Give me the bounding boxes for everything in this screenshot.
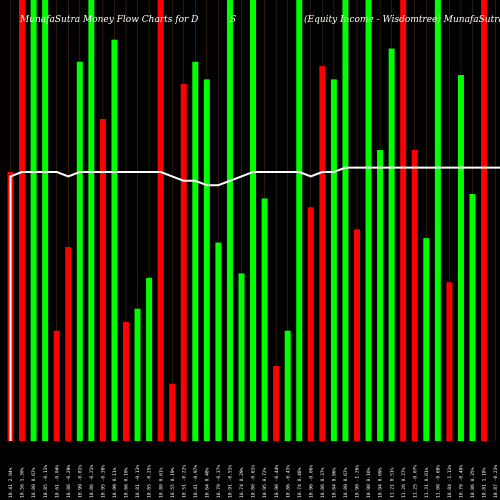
- x-tick-label-11: 10.66 0.10%: [124, 467, 130, 498]
- x-tick-label-15: 10.55 0.19%: [170, 467, 176, 498]
- bar-4: [42, 0, 49, 441]
- bar-27: [307, 207, 314, 441]
- bar-39: [446, 282, 453, 441]
- x-tick-label-23: 10.95 0.72%: [262, 467, 268, 498]
- bar-38: [434, 0, 441, 441]
- x-tick-label-12: 10.81 -0.13%: [135, 465, 141, 498]
- bar-36: [411, 149, 418, 441]
- x-tick-label-33: 10.94 0.69%: [378, 467, 384, 498]
- bar-15: [169, 383, 176, 441]
- bar-30: [342, 0, 349, 441]
- bars: [7, 0, 488, 442]
- bar-31: [354, 229, 360, 441]
- bar-17: [192, 61, 199, 442]
- x-tick-label-42: 10.81 1.18%: [482, 467, 488, 498]
- bar-22: [250, 0, 257, 441]
- chart-title-left: MunafaSutra Money Flow Charts for D: [19, 15, 198, 25]
- bar-26: [296, 0, 303, 441]
- x-tick-label-28: 10.86 0.37%: [320, 467, 326, 498]
- x-tick-label-43: 10.87 -0.23%: [493, 465, 499, 498]
- x-tick-label-19: 10.70 -0.37%: [216, 465, 222, 498]
- bar-37: [423, 238, 430, 441]
- x-tick-label-25: 10.86 -0.43%: [285, 465, 291, 498]
- x-tick-label-27: 10.96 -0.06%: [308, 465, 314, 498]
- bar-28: [319, 66, 326, 442]
- x-tick-label-9: 10.95 -0.38%: [101, 465, 107, 498]
- x-tick-label-20: 10.91 -0.51%: [228, 465, 234, 498]
- bar-7: [76, 61, 83, 442]
- x-tick-label-41: 10.86 0.35%: [470, 467, 476, 498]
- x-tick-label-18: 10.64 0.48%: [204, 467, 210, 498]
- chart-title-mid: S: [230, 15, 236, 25]
- x-tick-label-40: 10.70 -0.40%: [459, 465, 465, 498]
- price-line: [9, 166, 500, 441]
- x-tick-label-14: 10.80 0.61%: [158, 467, 164, 498]
- x-tick-label-3: 10.80 0.67%: [31, 467, 37, 498]
- bar-20: [226, 0, 233, 441]
- x-tick-label-34: 11.21 0.51%: [389, 467, 395, 498]
- x-tick-label-35: 11.26 0.27%: [401, 467, 407, 498]
- bar-25: [284, 330, 291, 441]
- x-tick-label-17: 10.41 -0.97%: [193, 465, 199, 498]
- x-tick-label-30: 10.89 0.67%: [343, 467, 349, 498]
- x-tick-label-36: 11.25 -0.07%: [412, 465, 418, 498]
- bar-19: [215, 242, 222, 441]
- x-tick-label-29: 10.84 0.86%: [332, 467, 338, 498]
- x-tick-label-37: 11.31 0.61%: [424, 467, 430, 498]
- bar-18: [203, 79, 210, 441]
- bar-3: [30, 0, 37, 441]
- bar-14: [157, 0, 164, 441]
- bar-41: [469, 194, 476, 441]
- bar-8: [88, 0, 95, 441]
- x-tick-label-6: 10.86 -0.29%: [66, 465, 72, 498]
- bar-10: [111, 39, 118, 441]
- chart-title-right: (Equity Income - Wisdomtree) MunafaSutra…: [304, 14, 500, 25]
- bar-42: [481, 0, 488, 441]
- bar-12: [134, 308, 141, 441]
- bar-32: [365, 0, 372, 441]
- bar-11: [123, 321, 129, 441]
- bar-24: [273, 366, 280, 441]
- x-tick-label-39: 10.84 -1.11%: [447, 465, 453, 498]
- x-tick-label-32: 10.98 0.16%: [366, 467, 372, 498]
- x-tick-label-38: 11.08 -0.68%: [435, 465, 441, 498]
- x-tick-label-22: 10.80 -0.61%: [251, 465, 257, 498]
- bar-21: [238, 273, 245, 441]
- x-tick-label-8: 10.86 -0.21%: [89, 465, 95, 498]
- bar-2: [19, 0, 26, 441]
- x-tick-label-24: 10.98 -0.44%: [274, 465, 280, 498]
- bar-33: [377, 149, 384, 441]
- x-tick-label-10: 10.99 0.11%: [112, 467, 118, 498]
- bar-35: [400, 0, 407, 441]
- bar-6: [65, 246, 72, 441]
- x-tick-label-4: 10.85 -0.11%: [43, 465, 49, 498]
- x-tick-label-13: 10.85 -0.25%: [147, 465, 153, 498]
- x-tick-label-5: 10.61 -0.04%: [54, 465, 60, 498]
- x-tick-label-16: 10.51 -0.22%: [181, 465, 187, 498]
- x-tick-labels: 10.41 2.04% 10.56 1.30% 10.80 0.67% 10.85 -…: [8, 465, 499, 498]
- x-tick-label-21: 10.74 0.29%: [239, 467, 245, 498]
- price-line-path: [9, 166, 500, 441]
- bar-16: [180, 83, 187, 441]
- x-tick-label-31: 10.90 -1.26%: [355, 465, 361, 498]
- bar-23: [261, 198, 268, 441]
- x-tick-label-2: 10.56 1.30%: [20, 467, 26, 498]
- bar-13: [146, 277, 153, 441]
- bar-40: [457, 74, 464, 441]
- x-tick-label-1: 10.41 2.04%: [8, 467, 14, 498]
- bar-9: [99, 119, 106, 441]
- bar-34: [388, 48, 395, 441]
- bar-29: [330, 79, 337, 441]
- x-tick-label-7: 10.99 -0.81%: [77, 465, 83, 498]
- bar-5: [53, 330, 60, 441]
- x-tick-label-26: 10.74 0.48%: [297, 467, 303, 498]
